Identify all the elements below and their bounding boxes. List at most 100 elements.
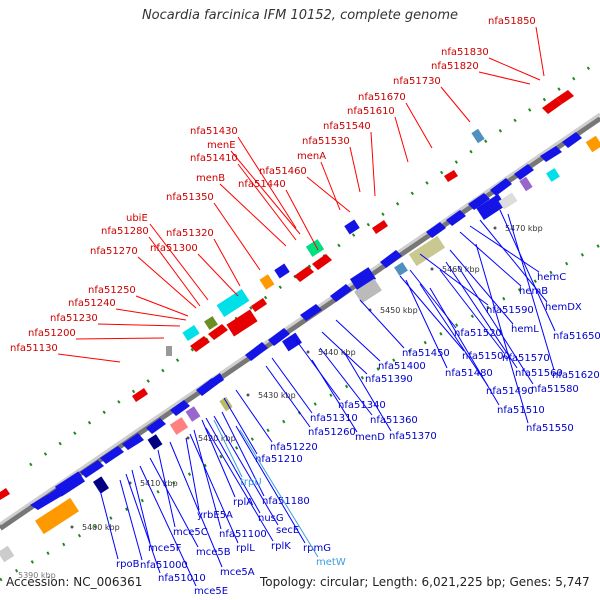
gene-arrow bbox=[146, 418, 166, 434]
gene-label-nfa51510: nfa51510 bbox=[497, 405, 545, 416]
gene-label-nfa51180: nfa51180 bbox=[262, 496, 310, 507]
gene-label-nfa51730: nfa51730 bbox=[393, 76, 441, 87]
gene-label-nfa51610: nfa51610 bbox=[347, 106, 395, 117]
scale-label: 5460 kbp bbox=[442, 265, 480, 274]
gene-leader-line bbox=[265, 365, 311, 428]
gene-block-purple bbox=[185, 406, 201, 422]
gene-leader-line bbox=[213, 415, 279, 526]
gene-block bbox=[274, 263, 290, 279]
gene-arrow bbox=[468, 193, 490, 210]
gene-leader-line bbox=[439, 269, 505, 354]
gene-leader-line bbox=[499, 209, 556, 332]
gene-block bbox=[349, 267, 377, 291]
gene-leader-line bbox=[478, 71, 531, 85]
gene-arrow bbox=[426, 222, 446, 238]
gene-block-gray bbox=[0, 545, 15, 563]
gene-leader-line bbox=[139, 465, 197, 587]
gene-leader-line bbox=[237, 163, 297, 241]
gene-leader-line bbox=[230, 150, 301, 235]
gene-label-nfa51410: nfa51410 bbox=[190, 153, 238, 164]
gene-label-menE: menE bbox=[207, 140, 236, 151]
gene-label-rpoB: rpoB bbox=[116, 559, 140, 570]
gene-leader-line bbox=[419, 253, 489, 306]
gene-arrow bbox=[268, 328, 290, 346]
gene-leader-line bbox=[237, 136, 297, 229]
scale-label: 5420 kbp bbox=[198, 434, 236, 443]
gene-leader-line bbox=[320, 161, 341, 211]
scale-tick bbox=[430, 267, 434, 271]
scale-label: 5400 kbp bbox=[82, 523, 120, 532]
gene-label-nfa51260: nfa51260 bbox=[308, 427, 356, 438]
gene-label-nfa51280: nfa51280 bbox=[101, 226, 149, 237]
gene-label-menA: menA bbox=[297, 151, 326, 162]
gene-block-steel bbox=[471, 128, 485, 144]
scale-label: 5410 kbp bbox=[140, 479, 178, 488]
gene-leader-line bbox=[213, 238, 241, 287]
gene-leader-line bbox=[419, 283, 489, 387]
gene-label-nfa51520: nfa51520 bbox=[454, 328, 502, 339]
gene-label-nfa51370: nfa51370 bbox=[389, 431, 437, 442]
forward-strand-genes bbox=[30, 132, 582, 510]
scale-label: 5430 kbp bbox=[258, 391, 296, 400]
gene-leader-line bbox=[197, 253, 239, 297]
gene-block-multicolor bbox=[519, 176, 533, 192]
gene-arrow bbox=[372, 220, 388, 234]
gene-leader-line bbox=[457, 265, 534, 385]
gene-label-menD: menD bbox=[355, 432, 385, 443]
gene-leader-line bbox=[405, 279, 448, 369]
scale-label: 5450 kbp bbox=[380, 306, 418, 315]
gene-leader-line bbox=[115, 308, 187, 321]
gene-leader-line bbox=[221, 411, 265, 497]
gene-leader-line bbox=[75, 337, 165, 340]
gene-label-nfa51820: nfa51820 bbox=[431, 61, 479, 72]
gene-leader-line bbox=[335, 319, 381, 362]
gene-leader-line bbox=[409, 269, 457, 329]
gene-label-menB: menB bbox=[196, 173, 225, 184]
gene-block bbox=[226, 309, 258, 337]
gene-leader-line bbox=[349, 146, 361, 193]
gene-label-nfa51010: nfa51010 bbox=[158, 573, 206, 584]
gene-arrow bbox=[170, 400, 190, 416]
rna-leader-line bbox=[239, 429, 319, 558]
gene-block-olive bbox=[204, 316, 218, 330]
gene-arrow bbox=[490, 178, 512, 196]
gene-label-hemC: hemC bbox=[537, 272, 566, 283]
gene-leader-line bbox=[394, 116, 409, 163]
gene-arrow bbox=[380, 250, 402, 268]
gene-block bbox=[476, 194, 506, 220]
gene-label-nfa51210: nfa51210 bbox=[255, 454, 303, 465]
gene-label-nfa51440: nfa51440 bbox=[238, 179, 286, 190]
gene-leader-line bbox=[223, 397, 258, 455]
gene-leader-line bbox=[370, 131, 376, 197]
gene-arrow bbox=[540, 146, 562, 162]
gene-block-steel bbox=[394, 262, 408, 276]
gene-label-nfa51580: nfa51580 bbox=[531, 384, 579, 395]
gene-arrow bbox=[132, 388, 148, 402]
gene-block-navy bbox=[92, 476, 110, 494]
gene-leader-line bbox=[97, 323, 181, 327]
rna-label-trpU: trpU bbox=[240, 477, 262, 488]
gene-label-nfa51490: nfa51490 bbox=[486, 386, 534, 397]
gene-label-secE: secE bbox=[276, 525, 299, 536]
gene-block-gray bbox=[354, 278, 382, 304]
gene-leader-line bbox=[285, 189, 319, 251]
scale-label: 5440 kbp bbox=[318, 348, 356, 357]
gene-leader-line bbox=[440, 86, 471, 123]
gene-arrow bbox=[80, 460, 104, 478]
gene-leader-line bbox=[119, 479, 143, 561]
gene-block bbox=[344, 219, 360, 235]
gene-label-rplK: rplK bbox=[271, 541, 291, 552]
gene-leader-line bbox=[235, 389, 273, 443]
gene-leader-line bbox=[459, 231, 522, 287]
gene-leader-line bbox=[205, 417, 261, 514]
gene-arrow bbox=[444, 170, 458, 182]
gene-label-rpmG: rpmG bbox=[303, 543, 331, 554]
gene-label-nfa51460: nfa51460 bbox=[259, 166, 307, 177]
gene-label-nfa51300: nfa51300 bbox=[150, 243, 198, 254]
gene-label-nfa51540: nfa51540 bbox=[323, 121, 371, 132]
gene-label-nfa51450: nfa51450 bbox=[402, 348, 450, 359]
gene-label-mce5F: mce5F bbox=[148, 543, 182, 554]
gene-leader-line bbox=[219, 183, 287, 247]
gene-label-ubiE: ubiE bbox=[126, 213, 148, 224]
accession-label: Accession: NC_006361 bbox=[6, 575, 143, 589]
